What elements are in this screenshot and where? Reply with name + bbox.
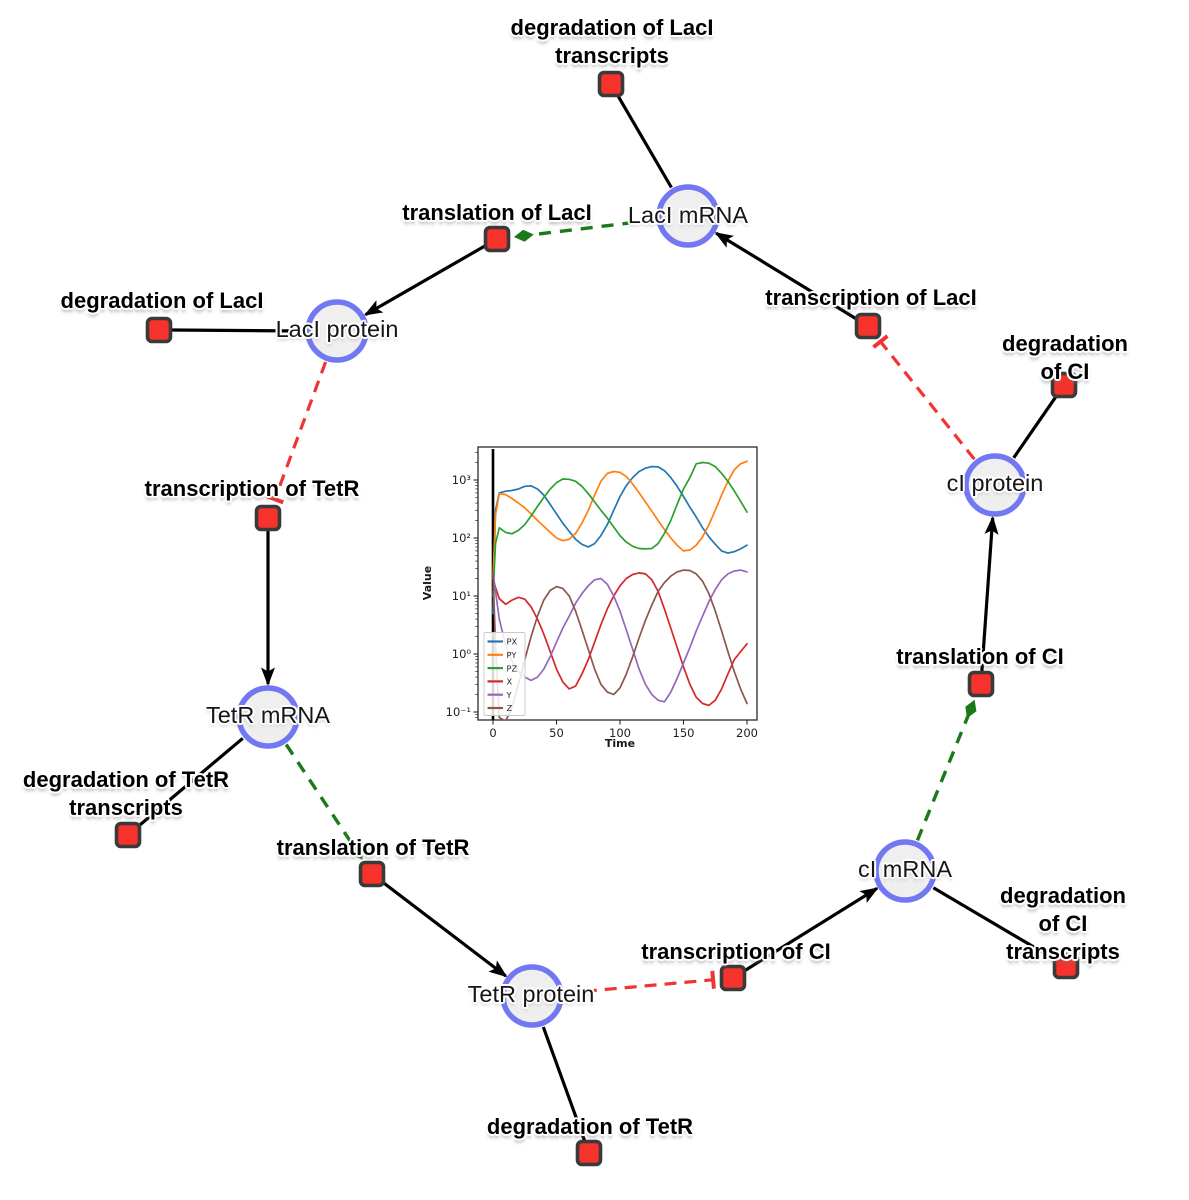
edge-laci-mrna-activates-translation-laci xyxy=(513,218,656,242)
reaction-node-translation-tetr[interactable] xyxy=(358,860,386,888)
species-node-laci-protein[interactable] xyxy=(305,299,369,363)
edge-transcription-ci-to-ci-mrna xyxy=(743,887,879,973)
chart-line-PZ xyxy=(492,461,748,597)
reaction-node-translation-ci[interactable] xyxy=(967,670,995,698)
edge-tetr-protein-to-degradation-tetr xyxy=(541,1026,587,1142)
y-tick-label: 10⁻¹ xyxy=(446,705,471,719)
edge-ci-protein-inhibits-transcription-laci xyxy=(872,334,976,461)
edge-tetr-protein-inhibits-transcription-ci xyxy=(564,970,716,995)
y-tick-label: 10³ xyxy=(452,473,472,487)
y-tick-label: 10² xyxy=(452,531,471,545)
node-layer xyxy=(114,70,1080,1167)
reaction-node-translation-laci[interactable] xyxy=(483,225,511,253)
legend-label-Y: Y xyxy=(506,690,513,700)
species-node-tetr-protein[interactable] xyxy=(500,964,564,1028)
edge-ci-mrna-to-degradation-transcripts xyxy=(932,886,1056,961)
edge-laci-protein-inhibits-transcription-tetr xyxy=(265,361,328,505)
chart-line-Y xyxy=(492,569,748,703)
reaction-node-degradation-tetr[interactable] xyxy=(575,1139,603,1167)
reaction-node-degradation-ci-transcripts[interactable] xyxy=(1052,952,1080,980)
edge-laci-protein-to-degradation-laci xyxy=(171,328,305,333)
y-axis-label: Value xyxy=(421,566,434,600)
legend-label-PX: PX xyxy=(507,637,518,647)
edge-tetr-mrna-to-degradation-transcripts xyxy=(136,737,244,828)
y-tick-label: 10¹ xyxy=(452,589,471,603)
x-tick-label: 0 xyxy=(489,726,496,740)
chart-line-X xyxy=(492,572,748,707)
y-tick-label: 10⁰ xyxy=(452,647,472,661)
chart-legend: PX PY PZ XYZ xyxy=(483,632,526,716)
reaction-node-transcription-tetr[interactable] xyxy=(254,504,282,532)
edge-ci-protein-to-degradation-ci xyxy=(1012,394,1058,459)
edge-laci-mrna-to-degradation-transcripts xyxy=(616,94,673,189)
legend-label-PY: PY xyxy=(507,650,518,660)
edge-layer xyxy=(136,94,1058,1142)
chart-line-PY xyxy=(492,460,748,580)
species-node-ci-protein[interactable] xyxy=(963,453,1027,517)
edge-translation-ci-to-ci-protein xyxy=(980,515,999,672)
x-tick-label: 50 xyxy=(549,726,564,740)
x-tick-label: 100 xyxy=(609,726,631,740)
species-node-laci-mrna[interactable] xyxy=(656,184,720,248)
timecourse-inset-chart: 0 50 100 150 200 10³ 10² 10¹ 10⁰ 10⁻¹ PX PY PZ XYZ T… xyxy=(421,446,758,750)
reaction-node-degradation-laci-transcripts[interactable] xyxy=(597,70,625,98)
edge-translation-laci-to-laci-protein xyxy=(363,244,487,316)
x-axis-label: Time xyxy=(605,737,635,750)
legend-label-X: X xyxy=(507,677,513,687)
reaction-node-degradation-tetr-transcripts[interactable] xyxy=(114,821,142,849)
reaction-node-degradation-laci[interactable] xyxy=(145,316,173,344)
x-tick-label: 150 xyxy=(673,726,695,740)
legend-label-PZ: PZ xyxy=(507,663,518,673)
species-node-tetr-mrna[interactable] xyxy=(236,685,300,749)
reaction-node-transcription-laci[interactable] xyxy=(854,312,882,340)
legend-label-Z: Z xyxy=(507,703,513,713)
reaction-node-transcription-ci[interactable] xyxy=(719,964,747,992)
edge-ci-mrna-activates-translation-ci xyxy=(915,699,977,842)
legend-box xyxy=(483,632,526,716)
x-tick-label: 200 xyxy=(736,726,758,740)
edge-tetr-mrna-activates-translation-tetr xyxy=(284,743,363,860)
chart-line-PX xyxy=(492,465,748,615)
chart-line-Z xyxy=(492,569,748,720)
edge-transcription-laci-to-laci-mrna xyxy=(714,231,858,321)
reaction-node-degradation-ci[interactable] xyxy=(1050,371,1078,399)
species-node-ci-mrna[interactable] xyxy=(873,839,937,903)
chart-axis-ticks: 0 50 100 150 200 10³ 10² 10¹ 10⁰ 10⁻¹ xyxy=(446,451,758,740)
edge-translation-tetr-to-tetr-protein xyxy=(381,880,508,978)
